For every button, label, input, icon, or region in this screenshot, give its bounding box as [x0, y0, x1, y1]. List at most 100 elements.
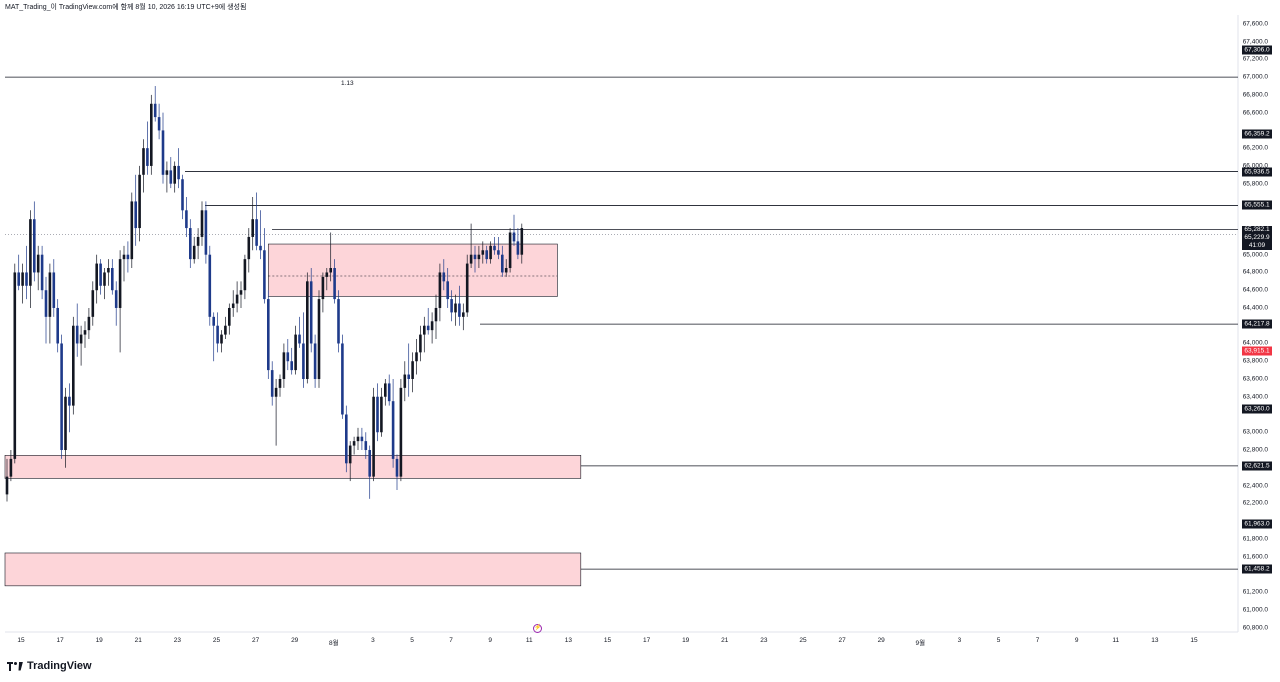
- candle: [21, 263, 24, 304]
- candle-body: [52, 272, 56, 308]
- price-badge: 61,458.2: [1242, 564, 1272, 574]
- candle-body: [224, 325, 227, 335]
- candle-body: [91, 290, 95, 317]
- candle-body: [239, 290, 243, 295]
- candle-body: [380, 396, 383, 433]
- candle-body: [485, 250, 488, 260]
- price-tick-label: 64,800.0: [1242, 268, 1268, 276]
- candle: [368, 445, 371, 499]
- price-tick-label: 67,200.0: [1242, 55, 1268, 63]
- candle-body: [255, 219, 258, 246]
- candle: [415, 339, 418, 375]
- candle: [56, 299, 59, 353]
- candle-body: [430, 321, 434, 331]
- candle: [243, 254, 247, 300]
- candle: [294, 325, 297, 375]
- candle-body: [107, 268, 110, 273]
- time-tick-label: 11: [525, 637, 533, 644]
- candle-body: [458, 303, 461, 317]
- candle: [263, 228, 266, 304]
- candle-body: [189, 228, 192, 260]
- time-tick-label: 19: [682, 637, 690, 644]
- candle-body: [235, 294, 239, 304]
- candle: [360, 427, 364, 451]
- horizontal-levels: [5, 76, 1238, 570]
- candle-body: [364, 441, 368, 451]
- time-tick-label: 7: [1035, 637, 1040, 644]
- candle-body: [263, 250, 266, 300]
- candle-body: [337, 299, 340, 344]
- price-tick-label: 61,600.0: [1242, 553, 1268, 561]
- candle: [309, 268, 313, 353]
- candle-body: [25, 272, 28, 286]
- candle: [111, 259, 114, 295]
- candle-body: [9, 458, 13, 477]
- price-tick-label: 66,800.0: [1242, 91, 1268, 99]
- candle: [333, 259, 336, 304]
- candle-body: [360, 436, 364, 442]
- time-tick-label: 17: [56, 637, 64, 644]
- price-badge: 67,306.0: [1242, 45, 1272, 55]
- price-tick-label: 62,200.0: [1242, 499, 1268, 507]
- candle-body: [13, 272, 17, 459]
- candle: [438, 263, 442, 322]
- candle-body: [345, 414, 348, 464]
- candle-body: [134, 201, 137, 229]
- candle-body: [251, 219, 254, 237]
- candle-body: [95, 263, 98, 291]
- chart-header-title: MAT_Trading_이 TradingView.com에 함께 8월 10,…: [5, 4, 247, 11]
- candle: [79, 325, 83, 366]
- candle-body: [446, 281, 449, 300]
- candle-body: [504, 268, 508, 273]
- candle: [489, 241, 492, 264]
- price-badge: 63,915.1: [1242, 346, 1272, 356]
- candle-body: [247, 236, 251, 260]
- candle-body: [368, 450, 371, 477]
- candle-body: [298, 334, 301, 344]
- supply-demand-zones: [4, 243, 582, 587]
- tradingview-watermark[interactable]: TradingView: [7, 660, 92, 672]
- candle: [387, 374, 391, 406]
- candle: [462, 303, 465, 331]
- time-tick-label: 13: [1151, 637, 1159, 644]
- candle: [501, 245, 504, 277]
- candle: [231, 290, 235, 317]
- candle: [352, 436, 356, 455]
- price-tick-label: 61,800.0: [1242, 535, 1268, 543]
- grid-layer: [5, 15, 1239, 633]
- candle-body: [411, 361, 414, 379]
- candle: [114, 281, 118, 326]
- candle: [220, 330, 223, 353]
- candle-body: [508, 232, 512, 269]
- time-tick-label: 3: [957, 637, 962, 644]
- candle: [497, 236, 500, 260]
- candle-body: [122, 254, 126, 260]
- time-tick-label: 29: [291, 637, 299, 644]
- time-tick-label: 27: [251, 637, 260, 644]
- candle-body: [33, 219, 36, 273]
- candle-body: [341, 343, 344, 415]
- candle-body: [208, 254, 212, 317]
- candle: [169, 157, 173, 189]
- candle: [29, 210, 32, 308]
- candle-body: [173, 165, 176, 184]
- candle-body: [426, 325, 430, 331]
- replay-icon[interactable]: ⚡: [533, 624, 542, 633]
- time-tick-label: 19: [95, 637, 103, 644]
- time-tick-label: 8월: [328, 640, 339, 647]
- candle-body: [302, 343, 305, 379]
- price-tick-label: 64,400.0: [1242, 304, 1268, 312]
- price-tick-label: 67,400.0: [1242, 38, 1268, 46]
- time-tick-label: 17: [642, 637, 651, 644]
- candle: [419, 325, 422, 362]
- candle-body: [477, 254, 481, 260]
- candle-body: [83, 330, 87, 335]
- candle: [313, 334, 317, 388]
- time-tick-label: 23: [173, 637, 182, 644]
- time-tick-label: 9월: [915, 640, 926, 647]
- candle-body: [40, 254, 44, 291]
- candle: [122, 245, 126, 282]
- candle: [493, 236, 496, 255]
- candle-body: [419, 334, 422, 353]
